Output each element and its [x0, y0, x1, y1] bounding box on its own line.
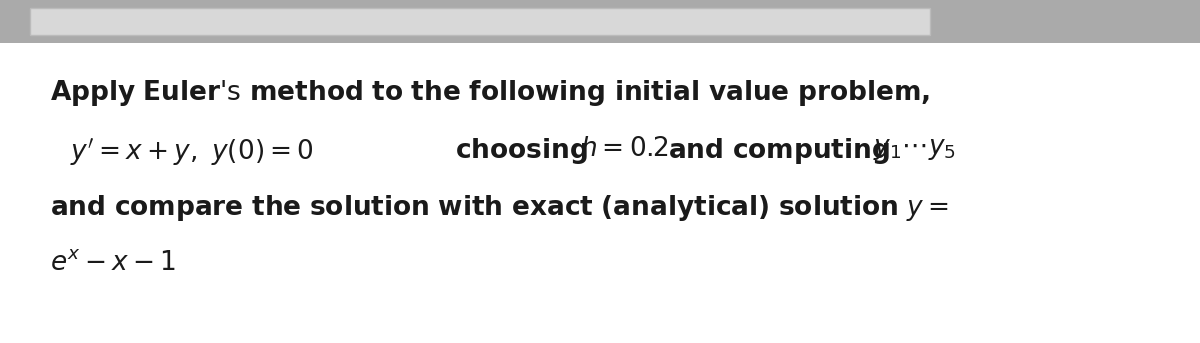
- Text: $y_1 \cdots y_5$: $y_1 \cdots y_5$: [874, 136, 956, 162]
- Bar: [30, 8, 930, 35]
- Bar: [0, 0, 1200, 43]
- Text: $\mathbf{choosing}$: $\mathbf{choosing}$: [455, 136, 588, 166]
- Text: $h = 0.2$: $h = 0.2$: [580, 136, 668, 162]
- Text: $\mathbf{and\ compare\ the\ solution\ with\ exact\ (analytical)\ solution}$ $y =: $\mathbf{and\ compare\ the\ solution\ wi…: [50, 193, 949, 223]
- Text: $\bf{Apply\ Euler\text{'s}\ method\ to\ the\ following\ initial\ value\ problem,: $\bf{Apply\ Euler\text{'s}\ method\ to\ …: [50, 78, 930, 108]
- Text: $\mathbf{and\ computing}$: $\mathbf{and\ computing}$: [668, 136, 890, 166]
- Text: $e^x - x - 1$: $e^x - x - 1$: [50, 250, 176, 276]
- Bar: [0, 43, 1200, 343]
- Text: $y' = x + y,\ y(0) = 0$: $y' = x + y,\ y(0) = 0$: [70, 136, 313, 168]
